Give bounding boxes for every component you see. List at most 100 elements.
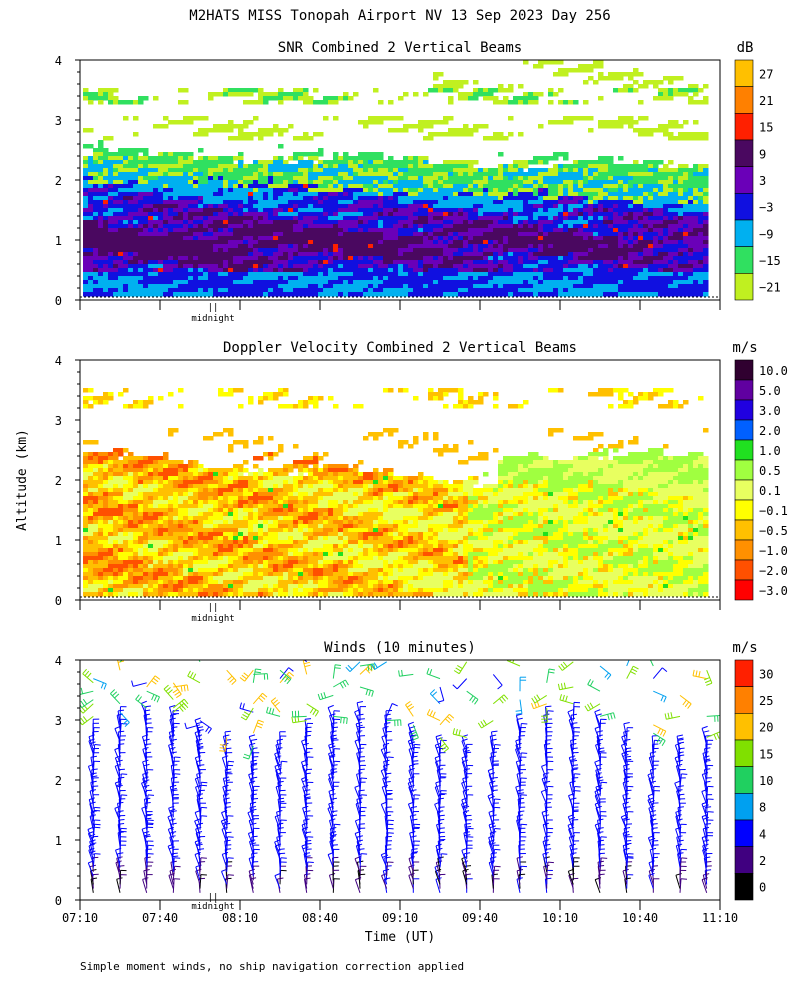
snr-cell (228, 292, 234, 297)
snr-cell (163, 200, 169, 205)
snr-cell (83, 156, 89, 161)
snr-cell (418, 272, 424, 277)
snr-cell (263, 228, 269, 233)
snr-cell (108, 96, 114, 101)
snr-cell (278, 164, 284, 169)
snr-cell (243, 164, 249, 169)
snr-cell (423, 220, 429, 225)
snr-cell (268, 264, 274, 269)
snr-cell (143, 176, 149, 181)
snr-cell (513, 288, 519, 293)
snr-cell (523, 192, 529, 197)
snr-cell (573, 172, 579, 177)
snr-cell (143, 196, 149, 201)
snr-cell (278, 168, 284, 173)
snr-cell (223, 276, 229, 281)
snr-cell (698, 244, 704, 249)
snr-cell (283, 240, 289, 245)
snr-cell (248, 252, 254, 257)
snr-cell (493, 272, 499, 277)
snr-cell (168, 244, 174, 249)
snr-cell (88, 232, 94, 237)
snr-cell (423, 164, 429, 169)
snr-cell (408, 156, 414, 161)
snr-cell (203, 292, 209, 297)
snr-cell (703, 204, 709, 209)
snr-cell (613, 192, 619, 197)
snr-cell (243, 232, 249, 237)
snr-cell (203, 228, 209, 233)
snr-cell (158, 168, 164, 173)
snr-cell (208, 172, 214, 177)
snr-cell (533, 172, 539, 177)
snr-cell (153, 172, 159, 177)
snr-cell (278, 260, 284, 265)
snr-cell (98, 252, 104, 257)
snr-cell (473, 252, 479, 257)
snr-cell (138, 256, 144, 261)
snr-cell (143, 168, 149, 173)
snr-cell (213, 292, 219, 297)
snr-cell (348, 208, 354, 213)
snr-cell (208, 128, 214, 133)
snr-cell (443, 132, 449, 137)
snr-cell (478, 248, 484, 253)
snr-cell (643, 292, 649, 297)
snr-cell (438, 264, 444, 269)
snr-cell (468, 212, 474, 217)
snr-cell (508, 288, 514, 293)
snr-cell (528, 228, 534, 233)
snr-cell (638, 240, 644, 245)
snr-cell (573, 208, 579, 213)
snr-cell (628, 208, 634, 213)
snr-cell (503, 224, 509, 229)
snr-cell (593, 196, 599, 201)
snr-cell (263, 208, 269, 213)
snr-cell (338, 204, 344, 209)
snr-cell (588, 224, 594, 229)
snr-cell (303, 164, 309, 169)
colorbar-label: −15 (759, 254, 781, 268)
snr-cell (138, 220, 144, 225)
snr-cell (368, 248, 374, 253)
snr-cell (693, 284, 699, 289)
snr-cell (653, 176, 659, 181)
snr-cell (673, 212, 679, 217)
snr-cell (653, 244, 659, 249)
snr-cell (608, 232, 614, 237)
snr-cell (553, 208, 559, 213)
snr-cell (248, 236, 254, 241)
snr-cell (158, 264, 164, 269)
snr-cell (573, 288, 579, 293)
snr-cell (648, 272, 654, 277)
snr-cell (388, 228, 394, 233)
snr-cell (98, 172, 104, 177)
velocity-cell (98, 484, 104, 489)
snr-cell (528, 208, 534, 213)
snr-cell (558, 200, 564, 205)
snr-cell (528, 288, 534, 293)
snr-cell (423, 272, 429, 277)
snr-cell (433, 88, 439, 93)
snr-cell (258, 236, 264, 241)
snr-cell (178, 224, 184, 229)
snr-cell (353, 172, 359, 177)
snr-cell (478, 288, 484, 293)
snr-cell (578, 228, 584, 233)
snr-cell (98, 224, 104, 229)
snr-cell (593, 204, 599, 209)
snr-cell (248, 132, 254, 137)
snr-cell (373, 116, 379, 121)
snr-cell (138, 204, 144, 209)
snr-cell (218, 184, 224, 189)
snr-cell (568, 196, 574, 201)
snr-cell (158, 280, 164, 285)
snr-cell (703, 256, 709, 261)
snr-cell (473, 212, 479, 217)
snr-cell (218, 228, 224, 233)
snr-cell (308, 152, 314, 157)
snr-cell (538, 156, 544, 161)
velocity-cell (93, 492, 99, 497)
snr-cell (283, 292, 289, 297)
snr-cell (608, 192, 614, 197)
